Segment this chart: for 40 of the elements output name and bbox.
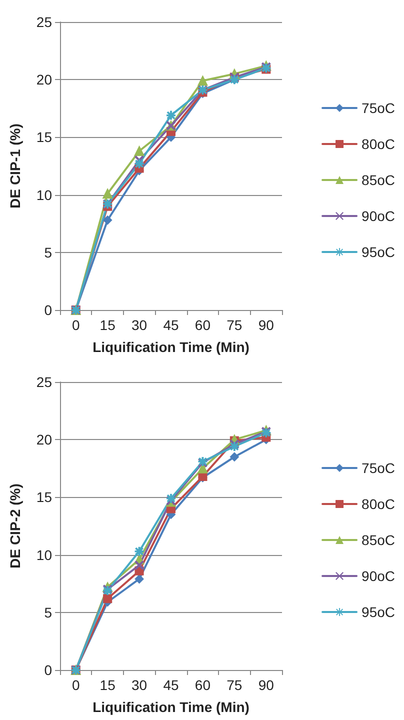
y-tick-label: 0 — [44, 302, 52, 318]
x-tick-label: 15 — [100, 677, 116, 693]
x-tick-label: 30 — [131, 317, 148, 333]
x-tick-label: 75 — [226, 317, 242, 333]
legend-label: 75oC — [362, 460, 395, 476]
y-axis-title: DE CIP-2 (%) — [7, 484, 23, 568]
y-tick-label: 15 — [36, 489, 52, 506]
x-tick-label: 90 — [258, 677, 274, 693]
x-tick-label: 90 — [258, 317, 274, 333]
legend-label: 85oC — [362, 172, 395, 188]
legend-label: 75oC — [362, 100, 395, 116]
y-tick-label: 15 — [36, 129, 52, 146]
x-tick-label: 60 — [194, 317, 211, 333]
y-tick-label: 20 — [36, 432, 52, 448]
legend-label: 90oC — [362, 208, 395, 224]
x-tick-label: 45 — [163, 677, 179, 693]
x-tick-label: 0 — [72, 317, 80, 333]
y-tick-label: 5 — [44, 244, 52, 260]
x-tick-label: 60 — [194, 677, 211, 693]
y-axis-title: DE CIP-1 (%) — [7, 124, 23, 208]
legend-label: 80oC — [362, 496, 395, 512]
x-axis-title: Liquification Time (Min) — [92, 339, 250, 355]
x-tick-label: 75 — [226, 677, 242, 693]
x-tick-label: 15 — [100, 317, 116, 333]
legend-label: 80oC — [362, 136, 395, 152]
x-tick-label: 0 — [72, 677, 80, 693]
legend-label: 85oC — [362, 532, 395, 548]
y-tick-label: 0 — [44, 662, 52, 678]
legend-label: 95oC — [362, 244, 395, 260]
x-tick-label: 30 — [131, 677, 148, 693]
legend-label: 90oC — [362, 568, 395, 584]
y-tick-label: 25 — [36, 374, 52, 390]
x-axis-title: Liquification Time (Min) — [92, 699, 250, 715]
y-tick-label: 10 — [36, 546, 52, 563]
y-tick-label: 5 — [44, 604, 52, 620]
x-tick-label: 45 — [163, 317, 179, 333]
y-tick-label: 25 — [36, 14, 52, 30]
y-tick-label: 20 — [36, 72, 52, 88]
y-tick-label: 10 — [36, 186, 52, 203]
legend-label: 95oC — [362, 604, 395, 620]
